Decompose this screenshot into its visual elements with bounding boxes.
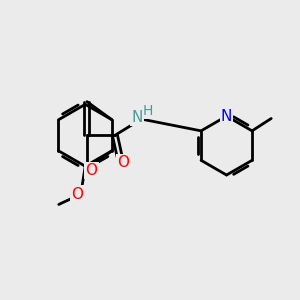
Text: N: N xyxy=(221,109,232,124)
Text: O: O xyxy=(85,163,98,178)
Text: H: H xyxy=(143,104,153,118)
Text: O: O xyxy=(85,163,98,178)
Text: O: O xyxy=(71,187,83,202)
Text: N: N xyxy=(221,109,232,124)
Text: N: N xyxy=(131,110,143,125)
Text: O: O xyxy=(117,155,129,170)
Text: N: N xyxy=(131,110,143,125)
Text: H: H xyxy=(143,104,153,118)
Text: O: O xyxy=(71,187,83,202)
Text: O: O xyxy=(117,155,129,170)
